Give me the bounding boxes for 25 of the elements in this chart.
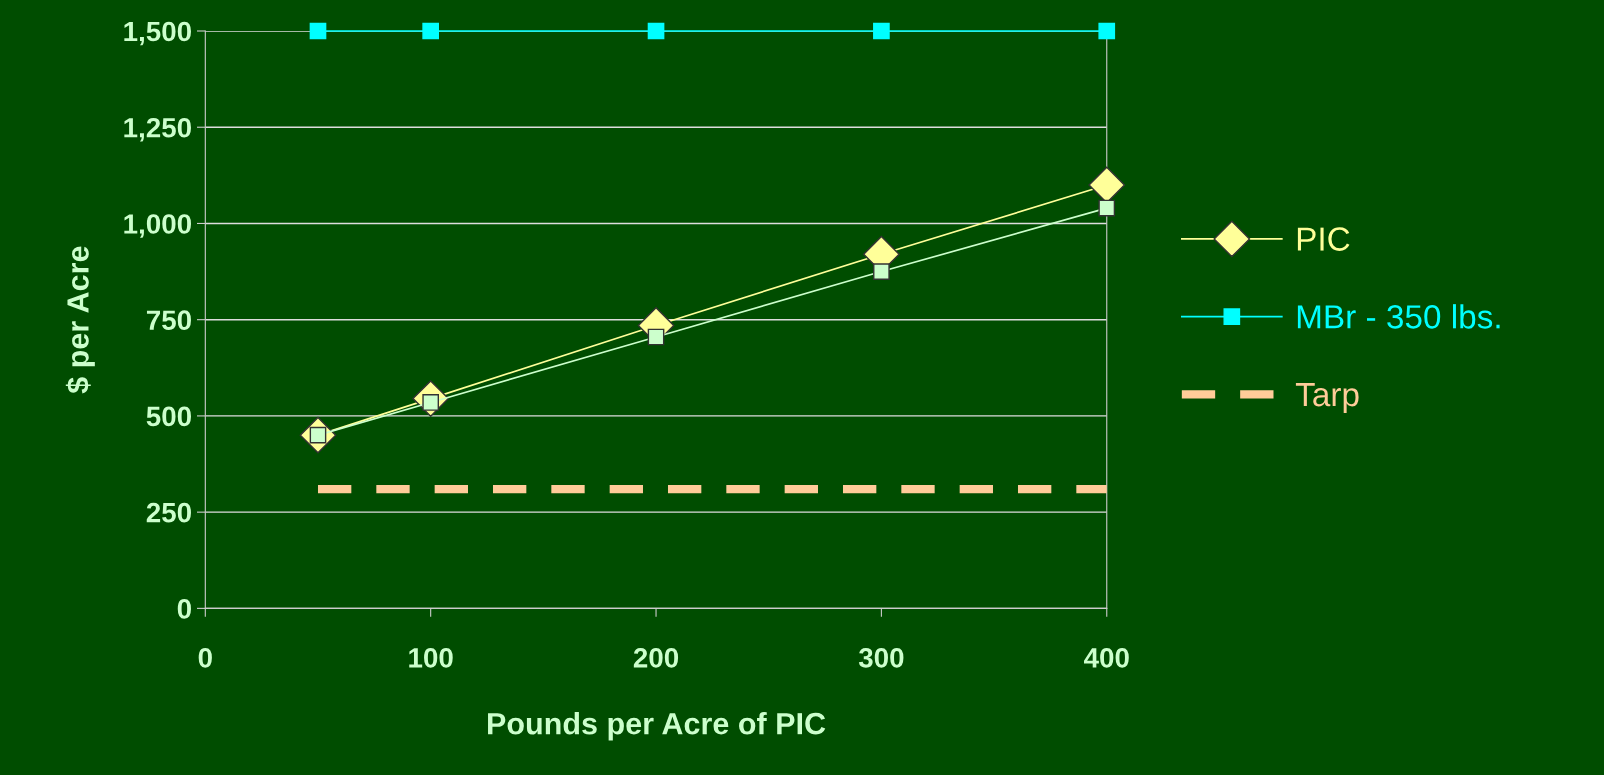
y-axis-title: $ per Acre <box>65 246 95 394</box>
point <box>1098 22 1116 40</box>
x-tick-label: 400 <box>1084 648 1129 668</box>
y-tick-label: 500 <box>146 406 191 427</box>
point <box>309 22 327 40</box>
x-axis-title: Pounds per Acre of PIC <box>488 712 826 741</box>
y-tick-label: 1,250 <box>124 117 191 142</box>
point <box>647 22 665 40</box>
y-tick-label: 750 <box>146 310 191 331</box>
legend-label: MBr - 350 lbs. <box>1297 304 1500 329</box>
legend-label: Tarp <box>1295 383 1359 413</box>
y-tick-label: 1,500 <box>124 21 191 46</box>
point <box>873 263 890 280</box>
point <box>1098 199 1116 217</box>
legend-label: PIC <box>1297 227 1350 251</box>
y-tick-label: 250 <box>146 502 191 523</box>
point <box>647 328 665 346</box>
x-tick-label: 300 <box>858 648 904 668</box>
x-tick-label: 0 <box>198 648 212 668</box>
x-tick-label: 100 <box>409 648 453 668</box>
point <box>422 22 440 40</box>
point <box>873 22 890 40</box>
y-tick-label: 1,000 <box>124 214 191 238</box>
x-tick-label: 200 <box>633 648 679 668</box>
y-tick-label: 0 <box>177 599 191 619</box>
